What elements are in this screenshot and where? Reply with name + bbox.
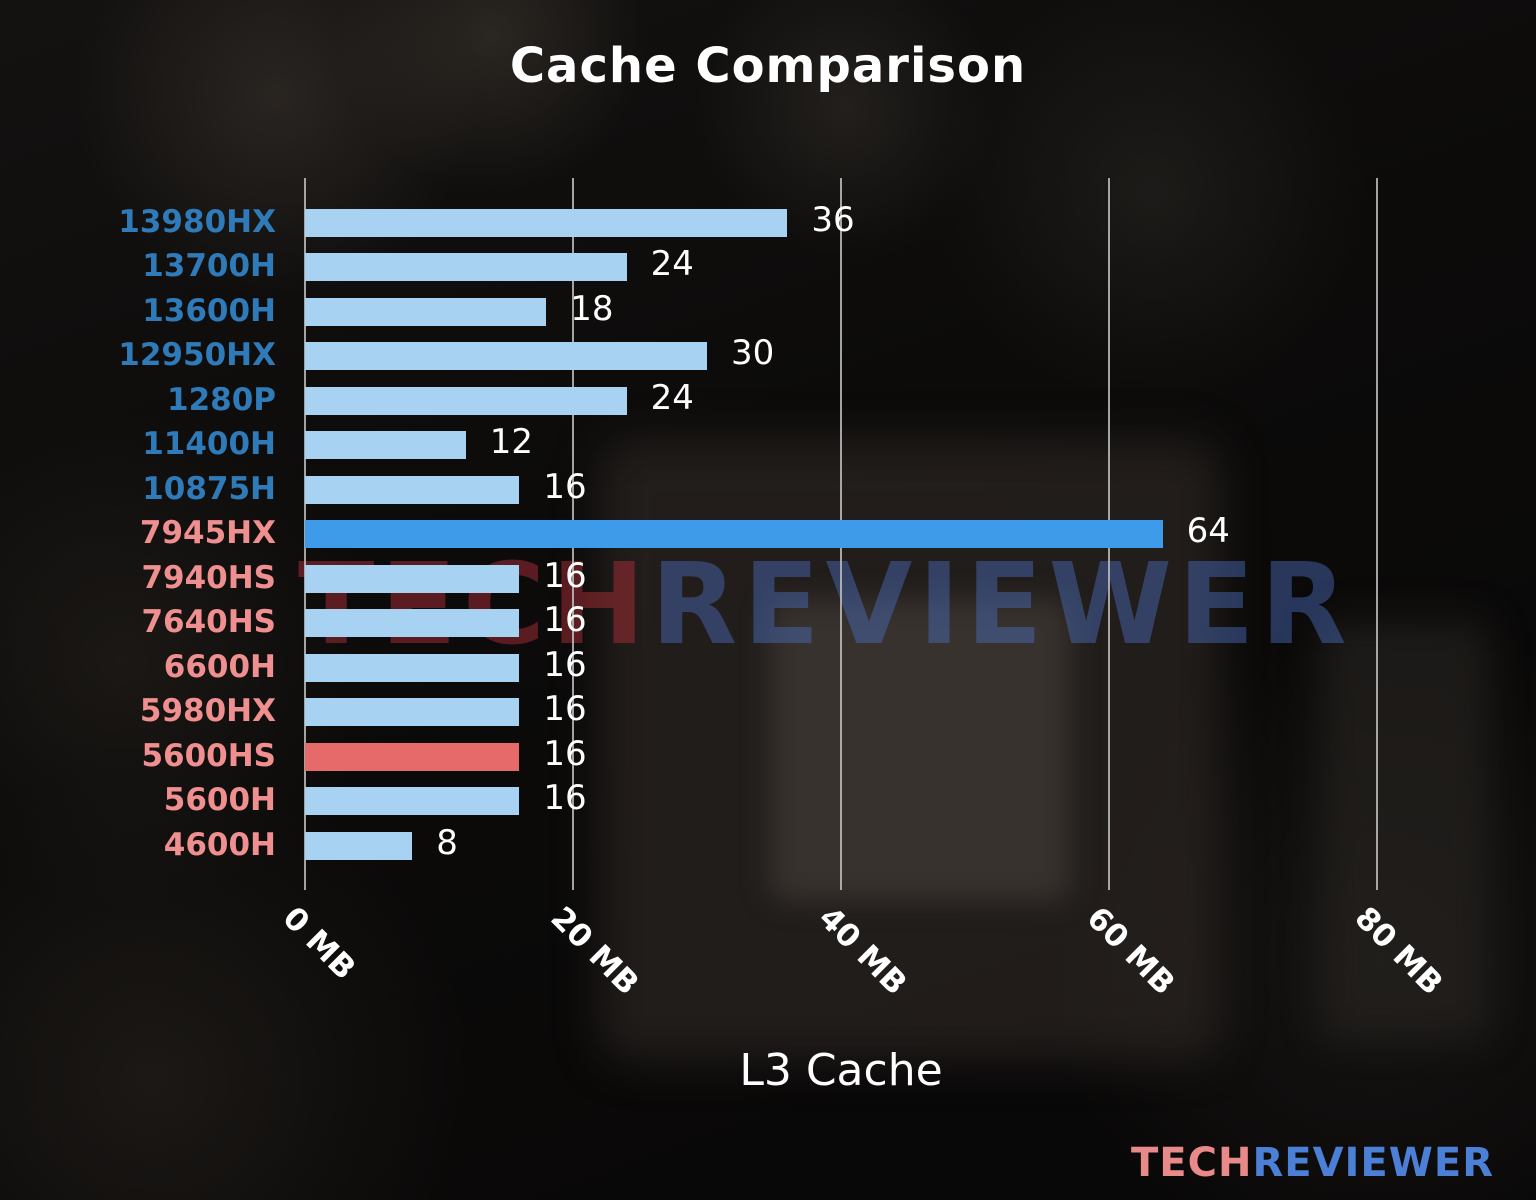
bar-13980HX: [305, 208, 788, 237]
bar-value-label: 8: [436, 822, 458, 863]
category-label-4600H: 4600H: [163, 826, 276, 863]
category-label-1280P: 1280P: [167, 381, 276, 418]
bar-value-label: 12: [489, 422, 534, 462]
x-tick-label: 0 MB: [275, 900, 363, 987]
bar-value-label: 16: [543, 778, 587, 818]
category-label-5600H: 5600H: [163, 782, 276, 818]
bar-4600H: [305, 831, 413, 860]
bar-value-label: 16: [543, 689, 587, 729]
category-label-13700H: 13700H: [142, 248, 276, 284]
bar-value-label: 64: [1186, 511, 1230, 551]
bar-1280P: [305, 386, 627, 415]
bar-value-label: 24: [650, 244, 694, 284]
bar-value-label: 24: [650, 377, 694, 418]
background-slot: [1320, 620, 1490, 1040]
category-label-11400H: 11400H: [142, 426, 276, 462]
bar-6600H: [305, 653, 520, 682]
plot-area: 36 24 18 30 24 12 16 64 16 16 16 16 16 16 8: [304, 178, 1378, 890]
y-axis-labels: 13980HX 13700H 13600H 12950HX 1280P 11400H 108…: [0, 178, 290, 890]
x-axis-ticks: 0 MB 20 MB 40 MB 60 MB 80 MB: [276, 900, 1450, 1030]
bar-5600H: [305, 787, 520, 815]
bar-7945HX: [305, 520, 1163, 548]
bar-value-label: 18: [570, 288, 614, 329]
category-label-5980HX: 5980HX: [139, 693, 276, 729]
bar-5600HS: [305, 742, 520, 771]
bar-13700H: [305, 253, 627, 281]
x-tick-label: 80 MB: [1347, 900, 1450, 1003]
x-tick-label: 60 MB: [1079, 900, 1182, 1003]
x-axis-title: L3 Cache: [739, 1045, 943, 1096]
bar-value-label: 30: [731, 333, 775, 373]
category-label-7940HS: 7940HS: [141, 559, 276, 596]
bar-10875H: [305, 475, 520, 504]
category-label-12950HX: 12950HX: [118, 337, 276, 373]
category-label-7945HX: 7945HX: [139, 515, 276, 551]
x-tick-label: 20 MB: [543, 900, 646, 1003]
bar-value-label: 16: [543, 733, 587, 774]
chart-title: Cache Comparison: [509, 38, 1027, 94]
bar-7640HS: [305, 609, 520, 637]
watermark: TECHREVIEWER: [298, 540, 1353, 670]
category-label-13600H: 13600H: [142, 292, 276, 329]
brand-logo-reviewer: REVIEWER: [1252, 1140, 1494, 1186]
background-cpu-die: [770, 600, 1070, 900]
brand-logo: TECHREVIEWER: [1131, 1140, 1494, 1186]
bar-value-label: 36: [811, 199, 855, 240]
bar-12950HX: [305, 342, 707, 370]
bar-value-label: 16: [543, 466, 587, 507]
watermark-tech: TECH: [298, 540, 651, 670]
bar-11400H: [305, 431, 466, 459]
bar-5980HX: [305, 698, 520, 726]
brand-logo-tech: TECH: [1131, 1140, 1253, 1186]
category-label-5600HS: 5600HS: [141, 737, 276, 774]
watermark-reviewer: REVIEWER: [650, 540, 1353, 670]
grid-line: [1376, 178, 1378, 890]
category-label-6600H: 6600H: [163, 648, 276, 685]
bar-value-label: 16: [543, 644, 587, 685]
x-tick-label: 40 MB: [811, 900, 914, 1003]
bar-value-label: 16: [543, 600, 587, 640]
category-label-7640HS: 7640HS: [141, 604, 276, 640]
bar-13600H: [305, 297, 547, 326]
category-label-10875H: 10875H: [142, 470, 276, 507]
bar-value-label: 16: [543, 555, 587, 596]
bar-7940HS: [305, 564, 520, 593]
category-label-13980HX: 13980HX: [118, 203, 276, 240]
